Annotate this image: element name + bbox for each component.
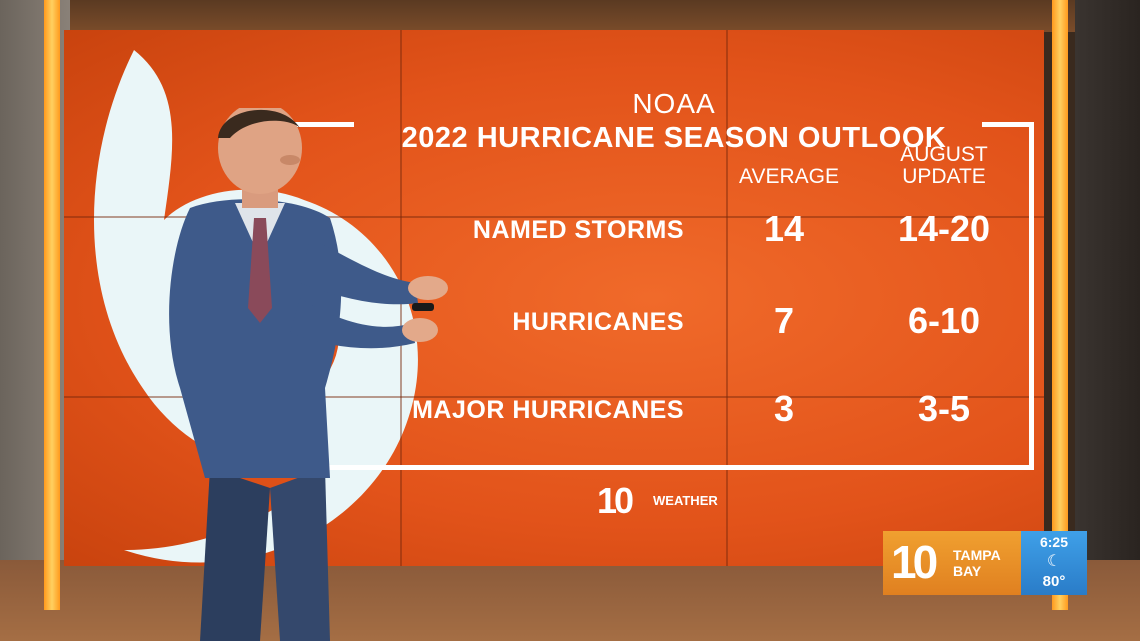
light-strip-left — [44, 0, 60, 610]
table-row: HURRICANES — [394, 308, 684, 344]
weather-logo-text: WEATHER — [653, 493, 718, 508]
panel-seam — [64, 396, 1044, 398]
weather-logo-number: 10 — [597, 480, 634, 521]
column-header-average: AVERAGE — [739, 165, 839, 188]
row-value-average: 3 — [773, 388, 795, 429]
light-strip-right — [1052, 0, 1068, 610]
row-label-hurricanes: HURRICANES — [512, 308, 684, 336]
panel-seam — [726, 30, 728, 566]
row-value-update: 6-10 — [907, 300, 981, 341]
studio-ceiling — [0, 0, 1140, 32]
clock-time: 6:25 — [1039, 534, 1069, 550]
column-header-august: AUGUST — [900, 143, 988, 166]
panel-seam — [64, 216, 1044, 218]
frame-edge — [264, 122, 354, 127]
column-header-update: UPDATE — [902, 165, 986, 188]
station-logo: 10 TAMPA BAY — [883, 531, 1021, 595]
station-bug: 10 TAMPA BAY 6:25 ☾ 80° — [883, 531, 1087, 595]
row-value-average: 7 — [773, 300, 795, 341]
weather-logo: 10 WEATHER — [597, 480, 727, 521]
row-label-major-hurricanes: MAJOR HURRICANES — [412, 396, 684, 424]
moon-icon: ☾ — [1046, 553, 1062, 570]
table-row: MAJOR HURRICANES — [384, 396, 684, 432]
row-value-update: 14-20 — [897, 208, 991, 249]
row-value-update: 3-5 — [917, 388, 971, 429]
row-value-average: 14 — [763, 208, 805, 249]
frame-edge — [982, 122, 1034, 127]
station-city: TAMPA — [953, 547, 1001, 563]
station-region: BAY — [953, 563, 982, 579]
station-number: 10 — [891, 536, 938, 588]
presenter — [169, 108, 448, 641]
weather-readout: 6:25 ☾ 80° — [1021, 531, 1087, 595]
graphic-title-agency: NOAA — [632, 88, 716, 119]
graphic-title: 2022 HURRICANE SEASON OUTLOOK — [401, 122, 947, 154]
row-label-named-storms: NAMED STORMS — [472, 216, 684, 244]
table-row: NAMED STORMS — [394, 216, 684, 252]
temperature: 80° — [1042, 573, 1066, 590]
